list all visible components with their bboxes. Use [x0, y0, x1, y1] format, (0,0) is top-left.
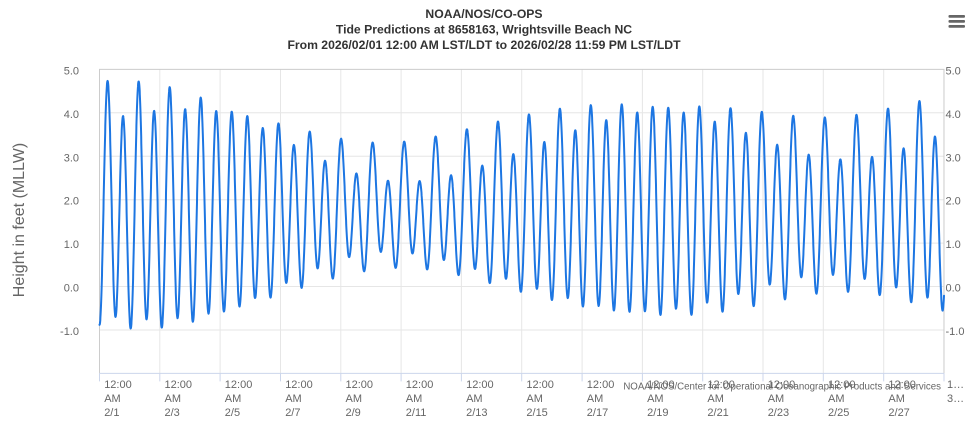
svg-text:5.0: 5.0: [946, 65, 961, 77]
svg-text:4.0: 4.0: [946, 109, 961, 121]
svg-text:AM: AM: [647, 393, 664, 405]
svg-text:12:00: 12:00: [165, 379, 193, 391]
svg-text:12:00: 12:00: [406, 379, 434, 391]
svg-text:12:00: 12:00: [888, 379, 916, 391]
svg-text:2/17: 2/17: [587, 407, 608, 419]
svg-text:AM: AM: [346, 393, 363, 405]
svg-text:AM: AM: [466, 393, 483, 405]
svg-text:12:00: 12:00: [768, 379, 796, 391]
svg-text:2/11: 2/11: [406, 407, 427, 419]
svg-text:12:00: 12:00: [828, 379, 856, 391]
svg-text:12:00: 12:00: [587, 379, 615, 391]
svg-text:AM: AM: [888, 393, 905, 405]
svg-text:12:00: 12:00: [466, 379, 494, 391]
svg-text:AM: AM: [768, 393, 785, 405]
svg-text:12:00: 12:00: [647, 379, 675, 391]
svg-text:-1.0: -1.0: [946, 326, 965, 338]
svg-text:NOAA/NOS/CO-OPS: NOAA/NOS/CO-OPS: [425, 7, 542, 21]
svg-text:AM: AM: [285, 393, 302, 405]
svg-text:2/7: 2/7: [285, 407, 300, 419]
svg-text:0.0: 0.0: [946, 283, 961, 295]
svg-text:2/21: 2/21: [707, 407, 728, 419]
svg-text:AM: AM: [587, 393, 604, 405]
svg-text:2/9: 2/9: [346, 407, 361, 419]
svg-text:AM: AM: [225, 393, 242, 405]
svg-text:2/5: 2/5: [225, 407, 240, 419]
svg-text:4.0: 4.0: [64, 109, 79, 121]
svg-text:2/1: 2/1: [104, 407, 119, 419]
svg-text:2.0: 2.0: [946, 196, 961, 208]
svg-text:AM: AM: [707, 393, 724, 405]
svg-text:2.0: 2.0: [64, 196, 79, 208]
svg-text:5.0: 5.0: [64, 65, 79, 77]
svg-text:3.0: 3.0: [946, 152, 961, 164]
svg-text:0.0: 0.0: [64, 283, 79, 295]
svg-text:2/19: 2/19: [647, 407, 668, 419]
svg-text:AM: AM: [165, 393, 182, 405]
svg-text:1.0: 1.0: [946, 239, 961, 251]
svg-text:1.0: 1.0: [64, 239, 79, 251]
svg-text:AM: AM: [406, 393, 423, 405]
svg-text:1…: 1…: [947, 379, 964, 391]
svg-text:Tide Predictions at 8658163, W: Tide Predictions at 8658163, Wrightsvill…: [336, 23, 632, 37]
svg-text:-1.0: -1.0: [60, 326, 79, 338]
svg-text:AM: AM: [104, 393, 121, 405]
svg-text:2/15: 2/15: [526, 407, 547, 419]
svg-text:3…: 3…: [947, 393, 964, 405]
svg-text:NOAA/NOS/Center for Operationa: NOAA/NOS/Center for Operational Oceanogr…: [623, 381, 941, 392]
svg-text:AM: AM: [526, 393, 543, 405]
svg-text:Height in feet (MLLW): Height in feet (MLLW): [11, 143, 28, 297]
svg-text:2/25: 2/25: [828, 407, 849, 419]
svg-text:12:00: 12:00: [225, 379, 253, 391]
svg-text:12:00: 12:00: [104, 379, 132, 391]
svg-text:2/27: 2/27: [888, 407, 909, 419]
svg-text:From 2026/02/01 12:00 AM LST/L: From 2026/02/01 12:00 AM LST/LDT to 2026…: [287, 38, 681, 52]
svg-text:12:00: 12:00: [526, 379, 554, 391]
svg-text:3.0: 3.0: [64, 152, 79, 164]
svg-text:12:00: 12:00: [285, 379, 313, 391]
svg-text:AM: AM: [828, 393, 845, 405]
svg-text:2/13: 2/13: [466, 407, 487, 419]
svg-text:12:00: 12:00: [346, 379, 374, 391]
svg-text:12:00: 12:00: [707, 379, 735, 391]
svg-text:2/3: 2/3: [165, 407, 180, 419]
svg-text:2/23: 2/23: [768, 407, 789, 419]
